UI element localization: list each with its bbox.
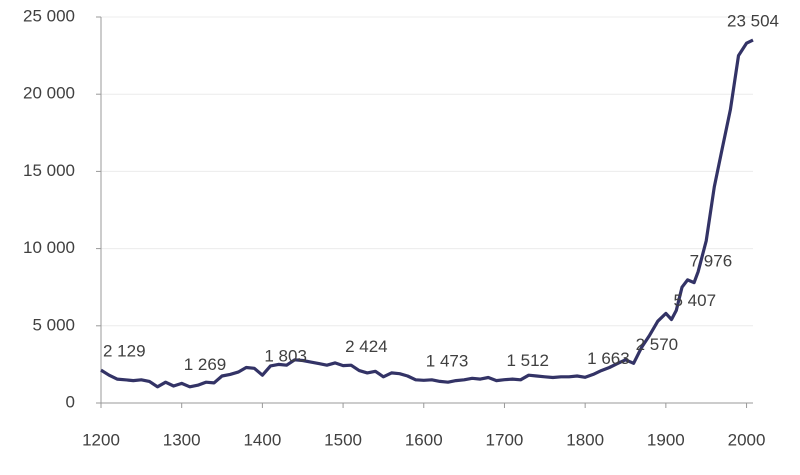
data-label: 1 663 [587, 349, 630, 368]
y-tick-label: 0 [66, 392, 75, 411]
x-tick-label: 1600 [405, 430, 443, 449]
x-tick-label: 1700 [486, 430, 524, 449]
x-tick-label: 1800 [566, 430, 604, 449]
data-label: 2 129 [103, 342, 146, 361]
data-label: 1 803 [264, 347, 307, 366]
x-tick-label: 1900 [647, 430, 685, 449]
data-label: 1 473 [426, 352, 469, 371]
data-label: 2 570 [636, 335, 679, 354]
y-tick-label: 5 000 [32, 315, 75, 334]
y-tick-label: 25 000 [23, 6, 75, 25]
data-label: 23 504 [727, 12, 779, 31]
data-label: 7 976 [690, 251, 733, 270]
x-tick-label: 1500 [324, 430, 362, 449]
data-label: 1 512 [506, 351, 549, 370]
y-tick-label: 15 000 [23, 161, 75, 180]
x-tick-label: 1400 [243, 430, 281, 449]
data-label: 2 424 [345, 337, 388, 356]
y-tick-label: 10 000 [23, 238, 75, 257]
data-label: 1 269 [184, 355, 227, 374]
data-label: 5 407 [674, 291, 717, 310]
x-tick-label: 1300 [163, 430, 201, 449]
x-tick-label: 2000 [728, 430, 766, 449]
y-tick-label: 20 000 [23, 84, 75, 103]
x-tick-label: 1200 [82, 430, 120, 449]
line [100, 38, 754, 389]
